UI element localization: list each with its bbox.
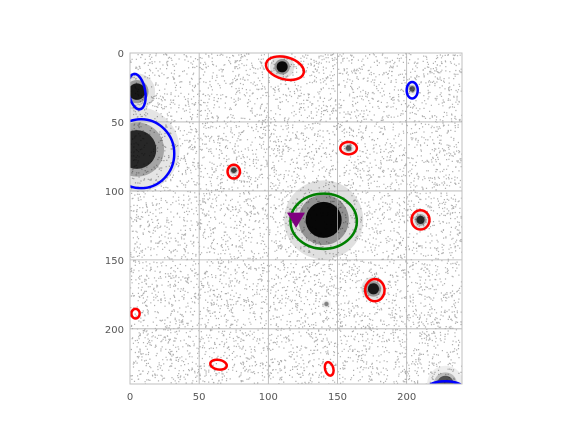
source-core	[276, 61, 288, 73]
x-axis-ticks: 0 50 100 150 200	[127, 392, 416, 403]
ellipse-annotation	[410, 208, 431, 231]
ellipse-annotations	[130, 55, 462, 384]
ellipse-annotation	[130, 72, 147, 111]
source-halo	[427, 365, 462, 384]
x-tick-label: 100	[259, 392, 278, 403]
y-axis-ticks: 0 50 100 150 200	[105, 49, 124, 336]
ellipse-annotation	[130, 117, 176, 190]
source-core	[230, 167, 237, 173]
triangle-marker	[287, 212, 305, 228]
x-tick-label: 0	[127, 392, 133, 403]
source-core	[130, 130, 157, 169]
plot-frame	[129, 52, 463, 385]
source-glow	[323, 301, 330, 307]
source-core	[409, 86, 415, 92]
ellipse-annotation	[405, 80, 419, 100]
y-tick-label: 200	[105, 325, 124, 336]
source-core	[416, 215, 425, 225]
source-core	[345, 145, 352, 151]
ellipse-annotation	[130, 307, 141, 320]
y-tick-label: 100	[105, 187, 124, 198]
source-halo	[321, 299, 331, 309]
y-tick-label: 150	[105, 256, 124, 267]
source-core	[324, 301, 329, 307]
markers	[287, 212, 305, 228]
y-tick-label: 50	[111, 118, 124, 129]
ellipse-annotation	[428, 379, 462, 384]
source-core	[367, 283, 380, 295]
ellipse-annotation	[289, 192, 359, 251]
ellipse-annotation	[363, 277, 386, 303]
source-core	[130, 83, 146, 100]
source-core	[305, 201, 342, 238]
x-tick-label: 200	[397, 392, 416, 403]
ellipse-annotation	[209, 358, 229, 371]
ellipse-annotation	[264, 55, 306, 82]
x-tick-label: 50	[193, 392, 206, 403]
ellipse-annotation	[323, 360, 335, 377]
x-tick-label: 150	[328, 392, 347, 403]
y-tick-label: 0	[118, 49, 124, 60]
ellipse-annotation	[226, 163, 242, 180]
ellipse-annotation	[339, 140, 359, 156]
